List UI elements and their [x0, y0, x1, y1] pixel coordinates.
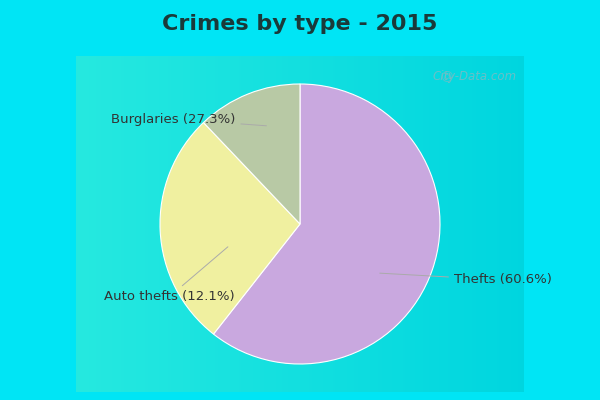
Text: Crimes by type - 2015: Crimes by type - 2015	[163, 14, 437, 34]
Wedge shape	[160, 122, 300, 334]
Text: Thefts (60.6%): Thefts (60.6%)	[380, 273, 552, 286]
Text: Auto thefts (12.1%): Auto thefts (12.1%)	[104, 247, 235, 303]
Text: Burglaries (27.3%): Burglaries (27.3%)	[111, 112, 266, 126]
Wedge shape	[214, 84, 440, 364]
Wedge shape	[203, 84, 300, 224]
Text: @: @	[440, 70, 452, 83]
Text: City-Data.com: City-Data.com	[433, 70, 517, 83]
